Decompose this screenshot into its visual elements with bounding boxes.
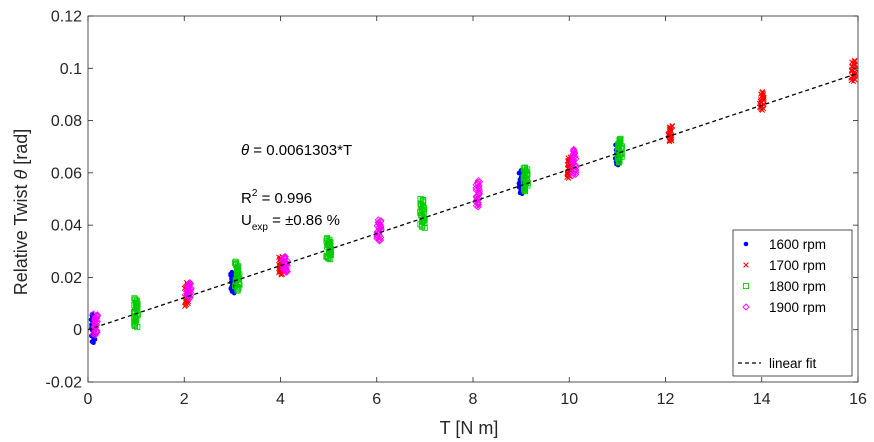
- x-tick-label: 16: [849, 391, 867, 408]
- x-tick-label: 8: [469, 391, 478, 408]
- y-tick-label: 0.06: [51, 165, 82, 182]
- data-point: [759, 89, 766, 95]
- data-point: [376, 221, 385, 229]
- data-point: [132, 296, 139, 303]
- series-1900-rpm: [89, 145, 580, 339]
- data-point: [570, 145, 578, 153]
- y-tick-label: 0.04: [51, 218, 82, 235]
- fit-equation: θ = 0.0061303*T: [241, 142, 352, 159]
- r-squared-rest: = 0.996: [257, 190, 312, 207]
- legend-item: 1800 rpm: [742, 279, 826, 294]
- fit-equation-text: = 0.0061303*T: [249, 142, 352, 159]
- data-point: [473, 196, 481, 205]
- data-point: [851, 57, 858, 64]
- axes: 0 2 4 6 8 10 12 14 16-0.0200.020.040.060.080.10.…: [46, 9, 867, 409]
- y-tick-label: -0.02: [46, 375, 83, 392]
- uexp-rest: = ±0.86 %: [268, 212, 340, 229]
- x-axis-label: T [N m]: [440, 418, 499, 438]
- data-point: [374, 227, 383, 235]
- data-point: [232, 259, 239, 266]
- legend-box: [732, 229, 853, 377]
- legend-marker: [742, 282, 750, 290]
- data-point: [521, 164, 528, 171]
- data-point: [229, 269, 235, 275]
- data-point: [93, 311, 101, 319]
- data-point: [473, 179, 482, 187]
- plot-area: [87, 57, 859, 346]
- fit-equation-symbol: θ: [241, 142, 249, 159]
- data-point: [89, 310, 98, 318]
- r-squared: R2 = 0.996: [241, 188, 312, 207]
- y-tick-label: 0: [73, 322, 82, 339]
- legend-item-fit: linear fit: [738, 356, 817, 371]
- r-squared-sup: 2: [252, 188, 258, 199]
- data-point: [475, 190, 483, 198]
- data-point: [186, 279, 194, 287]
- legend-marker: [743, 241, 749, 247]
- data-point: [375, 223, 383, 232]
- x-tick-label: 0: [84, 391, 93, 408]
- x-tick-label: 10: [560, 391, 578, 408]
- data-point: [851, 58, 858, 65]
- x-tick-label: 2: [180, 391, 189, 408]
- y-tick-label: 0.12: [51, 9, 82, 26]
- x-tick-label: 6: [372, 391, 381, 408]
- r-squared-base: R: [241, 190, 252, 207]
- y-axis-label: Relative Twist θ [rad]: [11, 129, 31, 296]
- y-axis-label-unit: [rad]: [11, 129, 31, 170]
- data-point: [377, 217, 385, 225]
- data-point: [281, 252, 289, 261]
- legend-item: 1900 rpm: [742, 300, 826, 315]
- series-1800-rpm: [131, 135, 625, 331]
- legend-label: linear fit: [769, 356, 817, 371]
- x-tick-label: 12: [657, 391, 675, 408]
- uexp-sub: exp: [252, 222, 269, 233]
- data-point: [571, 153, 579, 161]
- legend: 1600 rpm 1700 rpm 1800 rpm 1900 rpm linear f…: [732, 229, 853, 377]
- legend-label: 1800 rpm: [769, 279, 826, 294]
- y-axis-label-symbol: θ: [11, 170, 31, 180]
- legend-label: 1900 rpm: [769, 300, 826, 315]
- x-tick-label: 4: [276, 391, 285, 408]
- data-point: [520, 165, 527, 172]
- expanded-uncertainty: Uexp = ±0.86 %: [241, 212, 340, 233]
- data-point: [324, 235, 331, 242]
- uexp-base: U: [241, 212, 252, 229]
- y-axis-label-main: Relative Twist: [11, 180, 31, 296]
- legend-label: 1600 rpm: [769, 237, 826, 252]
- legend-label: 1700 rpm: [769, 258, 826, 273]
- data-point: [417, 195, 424, 203]
- y-tick-label: 0.08: [51, 113, 82, 130]
- x-tick-label: 14: [753, 391, 771, 408]
- legend-item: 1700 rpm: [743, 258, 826, 273]
- data-point: [616, 136, 623, 143]
- legend-marker: [742, 303, 750, 311]
- data-point: [374, 216, 382, 224]
- y-tick-label: 0.1: [60, 61, 82, 78]
- data-point: [570, 146, 578, 155]
- data-point: [474, 177, 482, 185]
- legend-item: 1600 rpm: [743, 237, 826, 252]
- y-tick-label: 0.02: [51, 270, 82, 287]
- data-point: [669, 123, 676, 129]
- legend-marker: [743, 262, 749, 268]
- data-point: [617, 135, 624, 142]
- data-point: [232, 258, 239, 265]
- data-point: [131, 295, 138, 302]
- linear-fit-line: [87, 72, 859, 331]
